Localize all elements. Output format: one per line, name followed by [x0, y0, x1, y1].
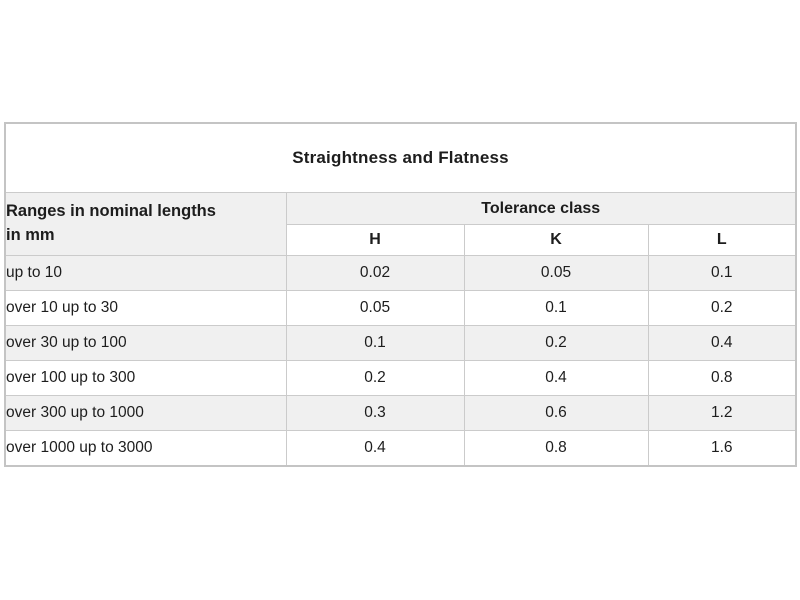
value-cell-l: 0.4 [647, 325, 797, 361]
value-cell-l: 1.6 [647, 430, 797, 466]
range-cell: over 10 up to 30 [4, 290, 287, 326]
table-row: over 1000 up to 3000 0.4 0.8 1.6 [4, 430, 797, 466]
value-cell-k: 0.4 [463, 360, 649, 396]
table-row: up to 10 0.02 0.05 0.1 [4, 255, 797, 291]
range-cell: over 300 up to 1000 [4, 395, 287, 431]
table-title: Straightness and Flatness [4, 122, 797, 193]
range-header-line2: in mm [6, 226, 55, 244]
value-cell-k: 0.05 [463, 255, 649, 291]
range-cell: over 100 up to 300 [4, 360, 287, 396]
value-cell-h: 0.3 [285, 395, 465, 431]
range-cell: over 30 up to 100 [4, 325, 287, 361]
title-row: Straightness and Flatness [4, 122, 797, 193]
class-header-row: H K L [5, 224, 797, 256]
value-cell-l: 0.2 [647, 290, 797, 326]
table-row: over 10 up to 30 0.05 0.1 0.2 [4, 290, 797, 326]
class-header-k: K [463, 224, 649, 256]
value-cell-l: 1.2 [647, 395, 797, 431]
tolerance-table: Straightness and Flatness Ranges in nomi… [4, 122, 797, 467]
value-cell-h: 0.1 [285, 325, 465, 361]
table-row: over 300 up to 1000 0.3 0.6 1.2 [4, 395, 797, 431]
value-cell-h: 0.2 [285, 360, 465, 396]
class-header-h: H [285, 224, 465, 256]
range-column-header: Ranges in nominal lengths in mm [4, 192, 287, 256]
range-cell: up to 10 [4, 255, 287, 291]
table-row: over 30 up to 100 0.1 0.2 0.4 [4, 325, 797, 361]
value-cell-k: 0.6 [463, 395, 649, 431]
tolerance-class-header: Tolerance class [285, 192, 797, 225]
value-cell-h: 0.4 [285, 430, 465, 466]
group-header-row: Ranges in nominal lengths in mm Toleranc… [4, 192, 797, 256]
value-cell-h: 0.05 [285, 290, 465, 326]
value-cell-l: 0.1 [647, 255, 797, 291]
table-row: over 100 up to 300 0.2 0.4 0.8 [4, 360, 797, 396]
value-cell-k: 0.1 [463, 290, 649, 326]
value-cell-k: 0.2 [463, 325, 649, 361]
value-cell-l: 0.8 [647, 360, 797, 396]
range-cell: over 1000 up to 3000 [4, 430, 287, 466]
value-cell-h: 0.02 [285, 255, 465, 291]
value-cell-k: 0.8 [463, 430, 649, 466]
range-header-line1: Ranges in nominal lengths [6, 202, 216, 221]
class-header-l: L [647, 224, 797, 256]
